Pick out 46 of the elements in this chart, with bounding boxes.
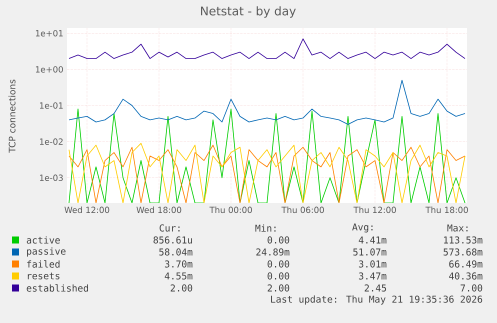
text: 113.53m — [444, 236, 482, 244]
text: 40.36m — [449, 272, 482, 280]
text: 856.61u — [154, 236, 192, 244]
legend-label: passive — [27, 247, 66, 257]
text: 2.00 — [268, 284, 290, 292]
legend-label: established — [26, 284, 88, 292]
text: 58.04m — [159, 248, 192, 256]
text: 2.00 — [170, 284, 192, 292]
x-tick-label: Wed 18:00 — [136, 206, 182, 214]
text: 3.47m — [358, 272, 386, 280]
y-axis-title: TCP connections — [8, 80, 16, 153]
legend-label: active — [26, 236, 60, 244]
text: Cur: — [160, 224, 180, 232]
chart-title: Netstat - by day — [201, 6, 296, 18]
text: Last update: Thu May 21 19:35:36 2026 — [271, 295, 482, 305]
text: 0.00 — [268, 272, 290, 280]
x-tick-label: Wed 12:00 — [64, 206, 110, 214]
y-tick-label: 1e+01 — [36, 30, 63, 36]
text: 3.70m — [164, 260, 192, 268]
text: Max: — [447, 224, 468, 232]
legend-label: failed — [27, 260, 60, 268]
text: 4.41m — [358, 236, 386, 244]
x-tick-label: Thu 06:00 — [281, 206, 324, 214]
text: 0.00 — [268, 260, 290, 268]
x-tick-label: Thu 00:00 — [209, 206, 252, 214]
line-series — [68, 38, 466, 59]
x-tick-label: Thu 18:00 — [425, 206, 468, 214]
y-tick-label: 1e-03 — [40, 174, 63, 181]
text: 24.89m — [256, 248, 290, 256]
text: 51.07m — [353, 248, 386, 256]
text: 3.01m — [358, 260, 386, 268]
line-series — [68, 108, 466, 203]
text: 66.49m — [449, 260, 482, 268]
line-series — [68, 80, 466, 125]
text: 4.55m — [164, 272, 192, 280]
text: 0.00 — [268, 236, 290, 244]
x-tick-label: Thu 12:00 — [353, 206, 396, 214]
text: Avg: — [352, 224, 373, 232]
y-tick-label: 1e+00 — [36, 66, 63, 73]
legend-label: resets — [28, 272, 60, 280]
text: Min: — [255, 224, 276, 232]
text: 2.45 — [364, 284, 386, 292]
text: 573.68m — [444, 248, 482, 256]
y-tick-label: 1e-01 — [40, 102, 63, 109]
text: 7.00 — [460, 284, 482, 292]
y-tick-label: 1e-02 — [40, 138, 63, 145]
